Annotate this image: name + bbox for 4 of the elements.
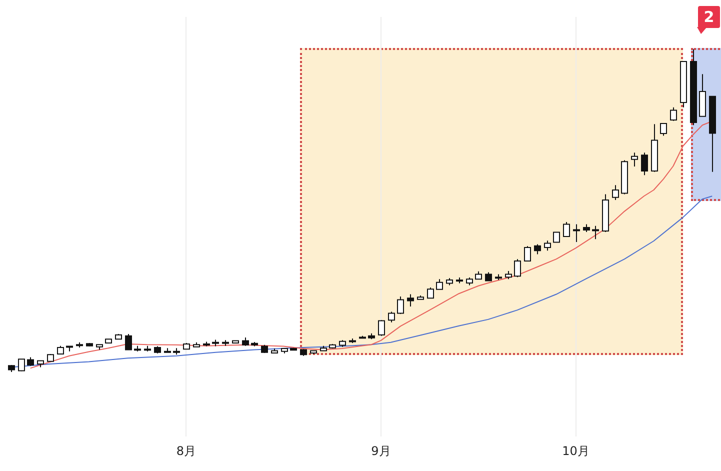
x-tick-label: 10月 [562, 444, 590, 458]
text: 2 [698, 6, 720, 28]
x-tick-label: 9月 [371, 444, 391, 458]
x-tick-label: 8月 [176, 444, 196, 458]
